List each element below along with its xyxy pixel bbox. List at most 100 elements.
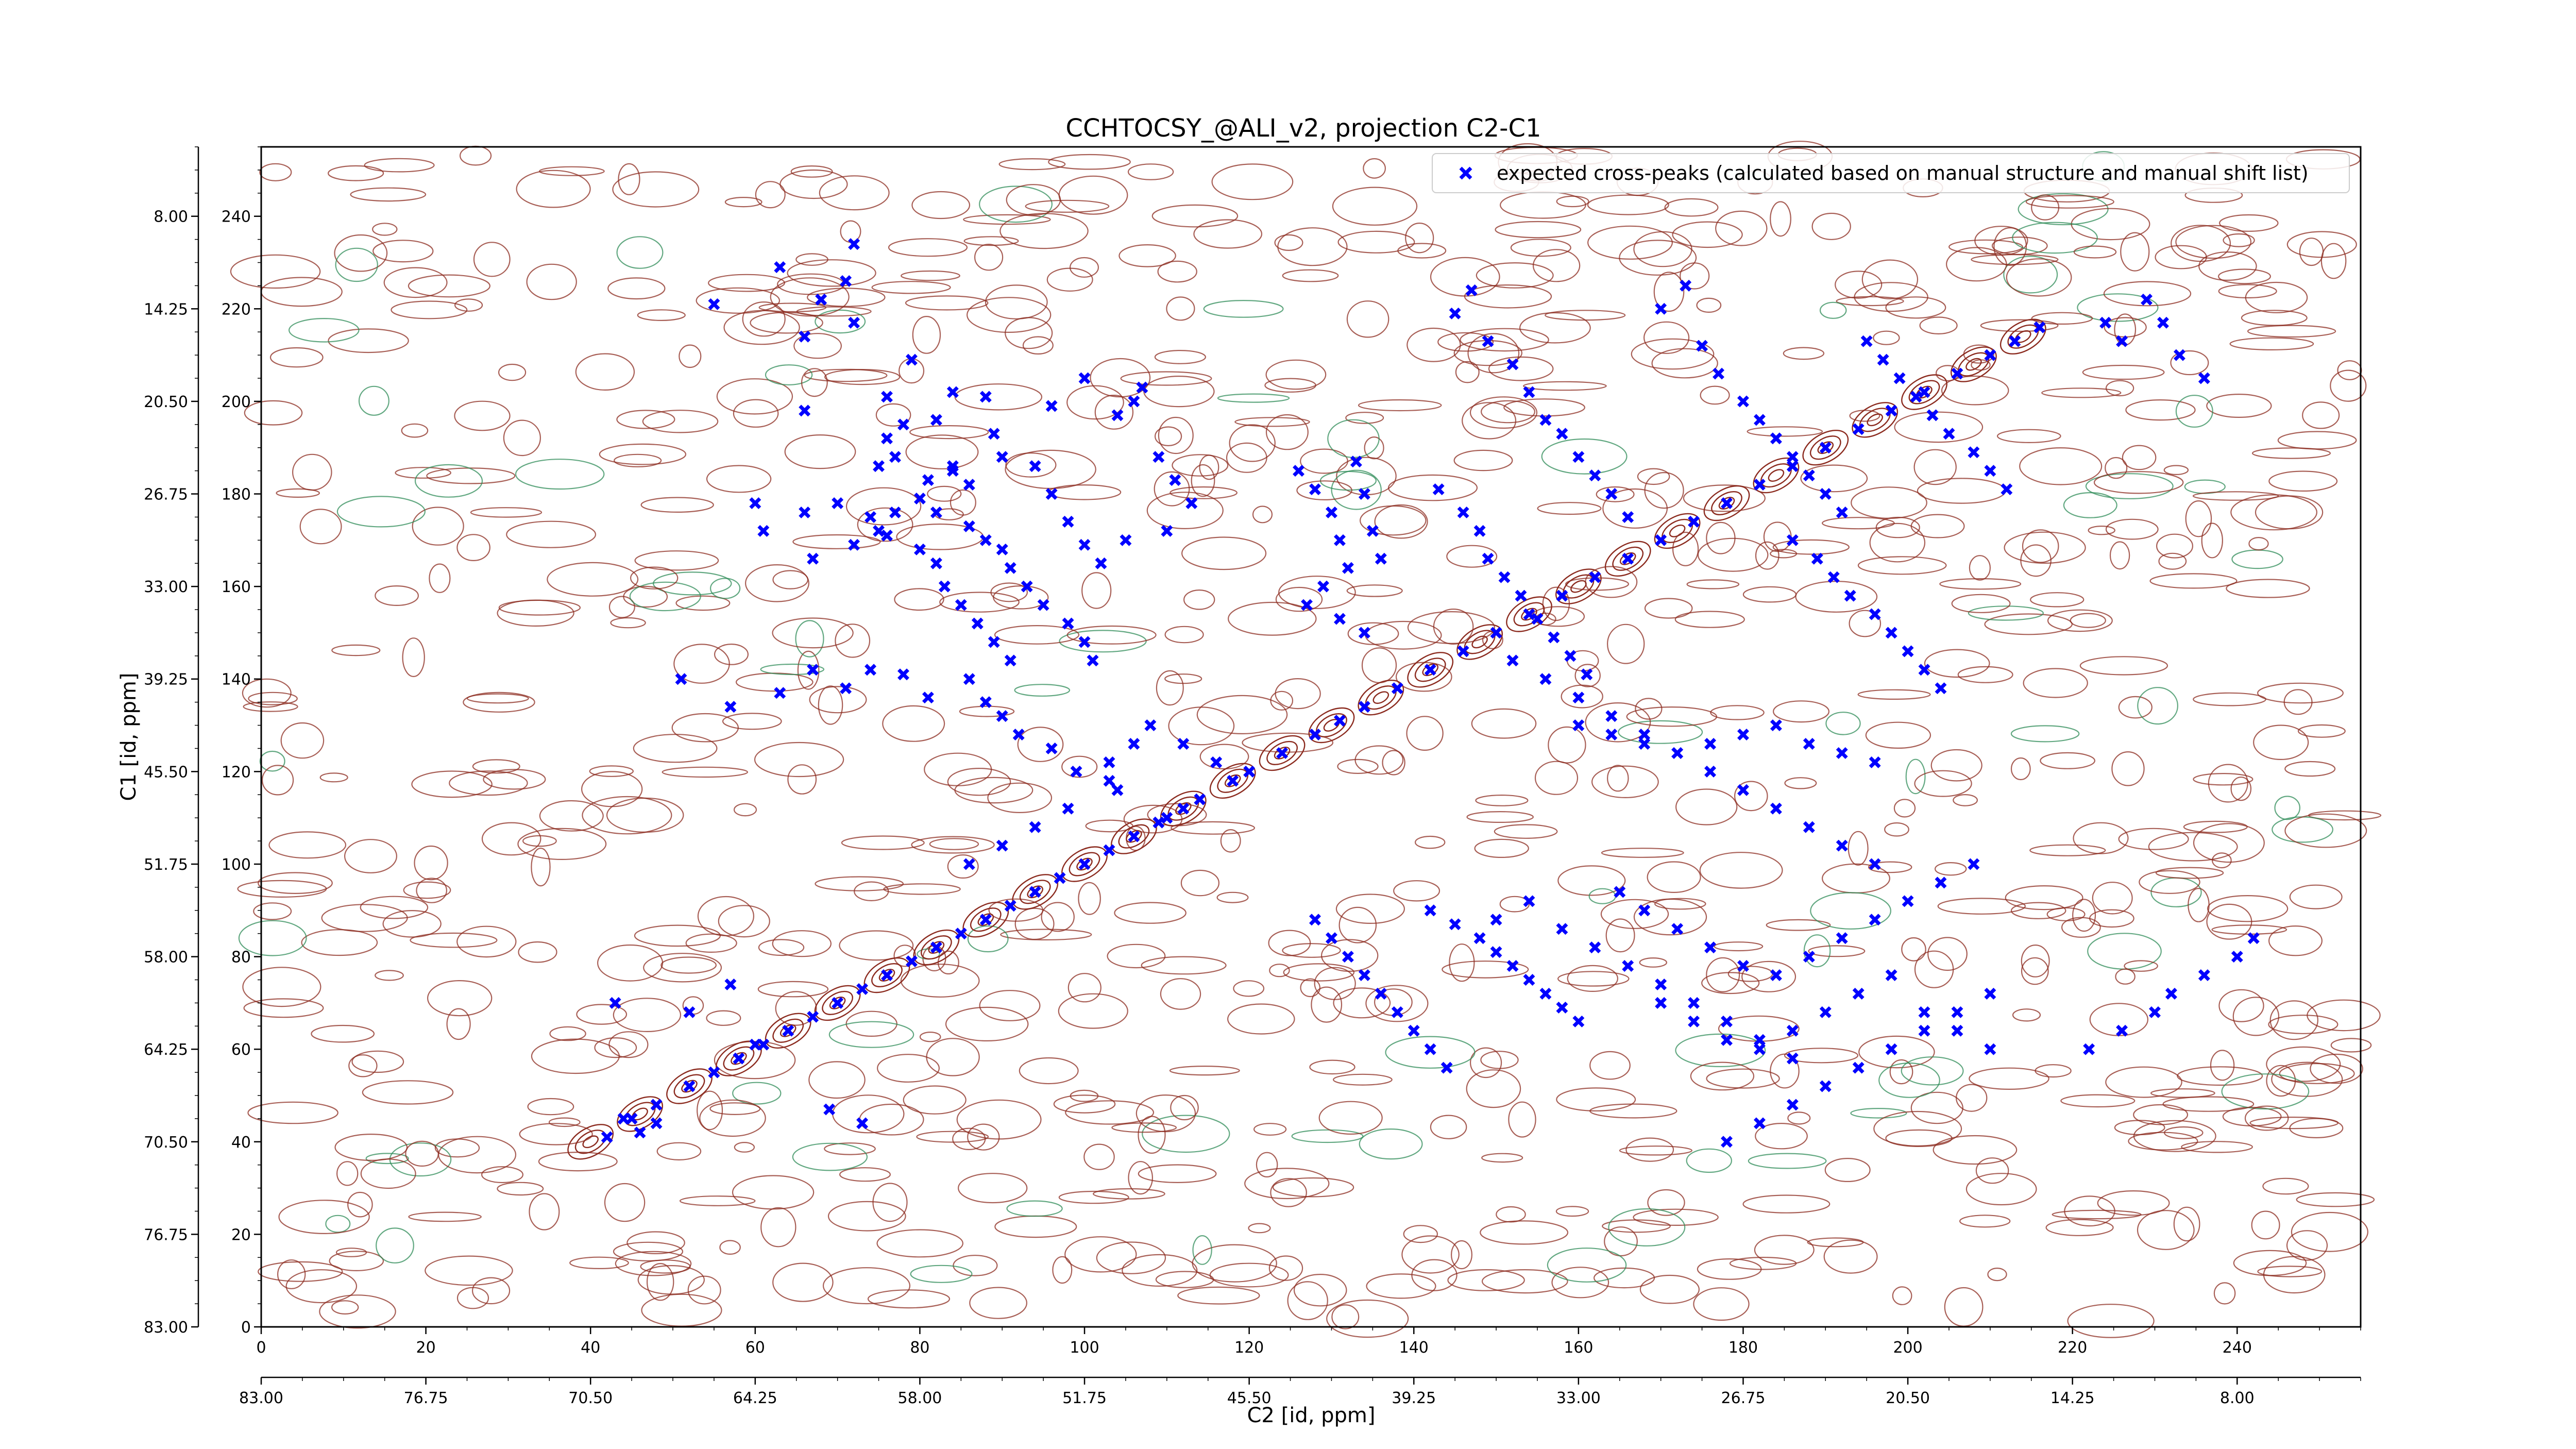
marker-stroke <box>634 1126 646 1139</box>
negative-contour <box>1014 684 1071 697</box>
cross-peak-marker <box>1515 589 1527 602</box>
marker-stroke <box>1885 405 1897 417</box>
positive-contour <box>1519 312 1591 344</box>
cross-peak-marker <box>1449 307 1461 319</box>
positive-contour <box>2266 1046 2341 1082</box>
cross-peak-marker <box>601 1131 613 1143</box>
marker-stroke <box>1161 525 1173 537</box>
positive-contour <box>615 1251 692 1276</box>
positive-contour <box>1700 385 1730 405</box>
negative-contour <box>2010 725 2080 743</box>
cross-peak-marker <box>865 664 877 676</box>
positive-contour <box>1199 454 1219 480</box>
positive-contour <box>1253 1123 1287 1136</box>
positive-contour <box>1226 442 1267 473</box>
positive-contour <box>1407 611 1495 644</box>
positive-contour <box>1884 822 1909 837</box>
positive-contour <box>1309 1059 1355 1075</box>
positive-contour <box>2155 245 2207 269</box>
cross-peak-marker <box>1424 1043 1436 1055</box>
marker-stroke <box>1786 1099 1799 1111</box>
positive-contour <box>1320 939 1379 972</box>
marker-stroke <box>1177 737 1190 750</box>
positive-contour <box>539 800 604 832</box>
positive-contour <box>750 312 823 334</box>
positive-contour <box>1346 584 1403 597</box>
marker-stroke <box>815 293 827 306</box>
positive-contour <box>963 214 1051 225</box>
cross-peak-marker <box>774 687 786 699</box>
diagonal-contour <box>921 935 952 960</box>
cross-peak-marker <box>1465 284 1478 296</box>
positive-contour <box>1364 436 1384 460</box>
cross-peak-marker <box>1440 1062 1453 1074</box>
positive-contour <box>1154 471 1190 507</box>
cross-peak-marker <box>1062 802 1074 815</box>
positive-contour <box>446 1008 471 1040</box>
positive-contour <box>1959 1215 2011 1228</box>
positive-contour <box>610 617 646 629</box>
cross-peak-marker <box>1062 617 1074 630</box>
marker-stroke <box>1062 617 1074 630</box>
positive-contour <box>845 487 922 526</box>
cross-peak-marker <box>2165 987 2177 1000</box>
marker-stroke <box>1432 483 1445 496</box>
positive-contour <box>2010 902 2066 919</box>
marker-stroke <box>1786 1024 1799 1037</box>
cross-peak-marker <box>1539 673 1552 685</box>
positive-contour <box>526 263 577 300</box>
marker-stroke <box>1029 821 1041 833</box>
marker-stroke <box>979 914 992 926</box>
positive-contour <box>2175 225 2252 259</box>
cross-peak-marker <box>1128 395 1140 408</box>
marker-stroke <box>996 451 1008 463</box>
x-tick-label: 200 <box>1893 1339 1922 1357</box>
x-tick-label: 160 <box>1564 1339 1593 1357</box>
positive-contour <box>1557 971 1630 987</box>
positive-contour <box>841 835 925 850</box>
positive-contour <box>1233 980 1265 997</box>
diagonal-contour <box>673 1074 705 1099</box>
cross-peak-marker <box>1786 1099 1799 1111</box>
negative-contour <box>1810 892 1892 930</box>
positive-contour <box>2148 832 2238 862</box>
cross-peak-marker <box>1836 747 1848 759</box>
positive-contour <box>867 1289 951 1309</box>
marker-stroke <box>799 506 811 518</box>
positive-contour <box>253 902 292 920</box>
marker-stroke <box>996 543 1008 555</box>
positive-contour <box>1654 898 1706 910</box>
marker-stroke <box>1984 465 1996 477</box>
positive-contour <box>2206 393 2272 418</box>
negative-contour <box>1217 393 1290 403</box>
cross-peak-marker <box>1309 483 1321 496</box>
cross-peak-marker <box>1844 589 1856 602</box>
cross-peak-marker <box>1836 932 1848 945</box>
marker-stroke <box>799 330 811 343</box>
marker-stroke <box>1803 951 1815 963</box>
ppm-y-tick-label: 51.75 <box>144 856 188 874</box>
positive-contour <box>2061 917 2101 938</box>
positive-contour <box>1096 1241 1166 1274</box>
cross-peak-marker <box>617 1113 630 1125</box>
marker-stroke <box>930 557 942 569</box>
positive-contour <box>1835 271 1883 299</box>
x-tick-label: 100 <box>1070 1339 1099 1357</box>
marker-stroke <box>1029 886 1041 898</box>
marker-stroke <box>1424 664 1436 676</box>
cross-peak-marker <box>1358 488 1370 500</box>
positive-contour <box>1136 1094 1196 1133</box>
cross-peak-marker <box>815 293 827 306</box>
marker-stroke <box>1638 729 1651 740</box>
positive-contour <box>1462 402 1517 440</box>
diagonal-contour <box>723 1046 755 1071</box>
marker-stroke <box>1786 460 1799 473</box>
positive-contour <box>1914 950 1954 988</box>
negative-contour <box>828 1021 914 1048</box>
positive-contour <box>1934 862 1967 876</box>
positive-contour <box>959 705 1015 717</box>
positive-contour <box>939 592 1020 613</box>
negative-contour <box>2063 492 2117 518</box>
positive-contour <box>1181 536 1267 570</box>
positive-contour <box>854 881 889 902</box>
